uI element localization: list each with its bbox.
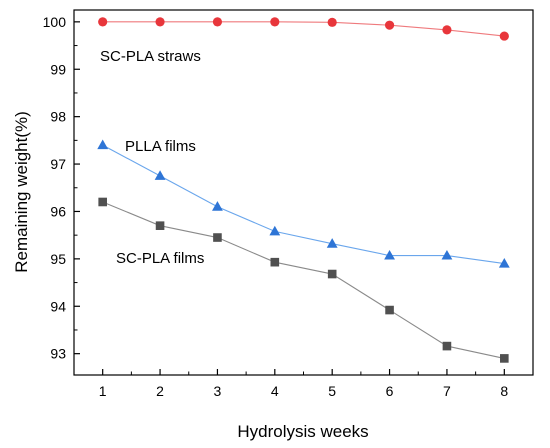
x-axis-label: Hydrolysis weeks	[237, 422, 368, 441]
series-line	[102, 144, 505, 265]
data-point	[498, 258, 510, 268]
y-tick-label: 93	[50, 346, 66, 362]
data-point	[270, 17, 280, 27]
y-tick-label: 97	[50, 156, 66, 172]
x-tick-label: 1	[99, 383, 107, 399]
x-tick-label: 4	[271, 383, 279, 399]
x-axis-ticks: 1 2 3 4 5 6 7 8	[99, 369, 508, 399]
y-axis-ticks: 93 94 95 96 97 98 99 100	[43, 14, 80, 362]
data-point	[384, 20, 395, 30]
series-line	[102, 201, 505, 359]
y-tick-label: 94	[50, 298, 66, 314]
y-tick-label: 96	[50, 203, 66, 219]
x-tick-label: 3	[214, 383, 222, 399]
series-line	[102, 21, 505, 37]
y-axis-label: Remaining weight(%)	[12, 111, 31, 273]
data-point	[270, 257, 280, 267]
data-point	[154, 170, 166, 180]
x-tick-label: 8	[500, 383, 508, 399]
data-point	[155, 221, 165, 230]
data-point	[499, 31, 509, 41]
x-tick-label: 5	[328, 383, 336, 399]
data-point	[442, 25, 452, 35]
y-tick-label: 95	[50, 251, 66, 267]
y-tick-label: 99	[50, 61, 66, 77]
data-point	[98, 17, 108, 27]
data-point	[213, 233, 222, 242]
x-tick-label: 6	[386, 383, 394, 399]
series-markers	[97, 17, 510, 363]
data-point	[269, 225, 281, 236]
series-label-plla-films: PLLA films	[125, 138, 196, 155]
data-point	[212, 201, 223, 211]
x-tick-label: 7	[443, 383, 451, 399]
series-label-sc-pla-straws: SC-PLA straws	[100, 48, 201, 65]
y-tick-label: 98	[50, 109, 66, 125]
data-point	[442, 341, 452, 351]
y-tick-label: 100	[43, 14, 67, 30]
data-point	[326, 238, 338, 248]
data-point	[98, 197, 107, 207]
data-point	[155, 17, 165, 27]
data-point	[97, 139, 109, 150]
data-point	[441, 249, 453, 260]
data-point	[384, 249, 395, 260]
series-label-sc-pla-films: SC-PLA films	[116, 250, 204, 267]
data-point	[327, 17, 337, 27]
data-point	[327, 269, 337, 279]
data-point	[212, 17, 223, 27]
x-tick-label: 2	[156, 383, 164, 399]
data-point	[385, 305, 394, 315]
data-point	[500, 354, 509, 363]
series-lines	[102, 21, 505, 359]
